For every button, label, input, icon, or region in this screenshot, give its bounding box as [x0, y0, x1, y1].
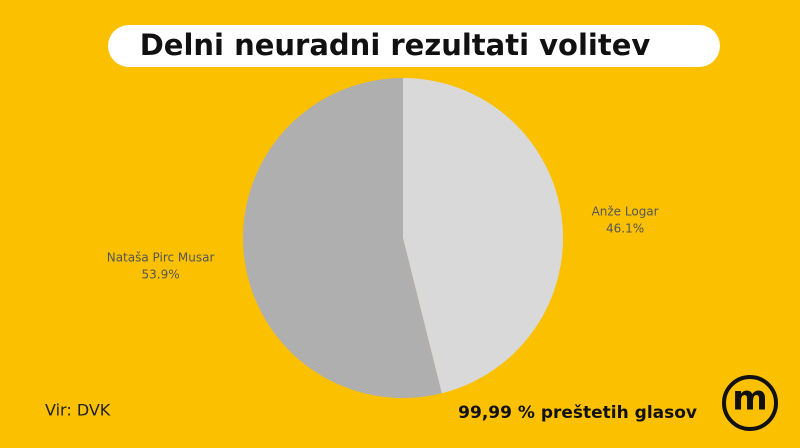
note: 99,99 % preštetih glasov: [458, 403, 697, 423]
value-label: 53.9%: [142, 268, 180, 282]
value-label: 46.1%: [606, 221, 644, 235]
logo: m: [732, 379, 767, 419]
slice-label: Nataša Pirc Musar: [107, 251, 215, 265]
pie-slice: [403, 78, 564, 394]
title-box: [108, 25, 720, 67]
logo-ring: [722, 375, 778, 431]
slice-label: Anže Logar: [592, 204, 659, 218]
source: Vir: DVK: [45, 401, 111, 420]
pie-slice: [243, 78, 442, 398]
chart-title: Delni neuradni rezultati volitev: [140, 28, 651, 62]
